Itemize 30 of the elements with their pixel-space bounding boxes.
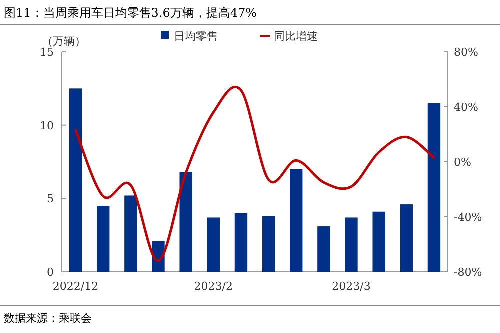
x-tick-label: 2023/2 <box>194 280 233 293</box>
bar <box>97 206 110 272</box>
bar <box>207 218 220 272</box>
bar <box>318 226 330 272</box>
bar <box>400 204 413 272</box>
bar <box>262 216 276 272</box>
y2-tick-label: 40% <box>454 101 478 114</box>
y2-tick-label: -40% <box>454 211 482 224</box>
bar <box>345 218 358 272</box>
bar <box>234 213 248 272</box>
bar <box>428 103 441 272</box>
y-tick-label: 15 <box>40 46 54 59</box>
bar <box>372 212 386 272</box>
bar <box>124 196 138 272</box>
y-tick-label: 0 <box>47 266 54 279</box>
chart-title: 图11：当周乘用车日均零售3.6万辆，提高47% <box>4 6 258 20</box>
y-tick-label: 10 <box>40 119 54 132</box>
source-note: 数据来源：乘联会 <box>4 312 92 325</box>
bar <box>290 169 303 272</box>
bar <box>69 88 82 272</box>
y2-tick-label: -80% <box>454 266 482 279</box>
y2-tick-label: 0% <box>454 156 472 169</box>
bar <box>180 172 192 272</box>
y2-tick-label: 80% <box>454 46 478 59</box>
y-axis-title: （万辆） <box>42 35 86 48</box>
y-tick-label: 5 <box>47 192 54 206</box>
legend-label: 同比增速 <box>274 30 318 43</box>
x-tick-label: 2023/3 <box>332 280 371 293</box>
legend-label: 日均零售 <box>174 30 218 43</box>
x-tick-label: 2022/12 <box>52 280 99 293</box>
